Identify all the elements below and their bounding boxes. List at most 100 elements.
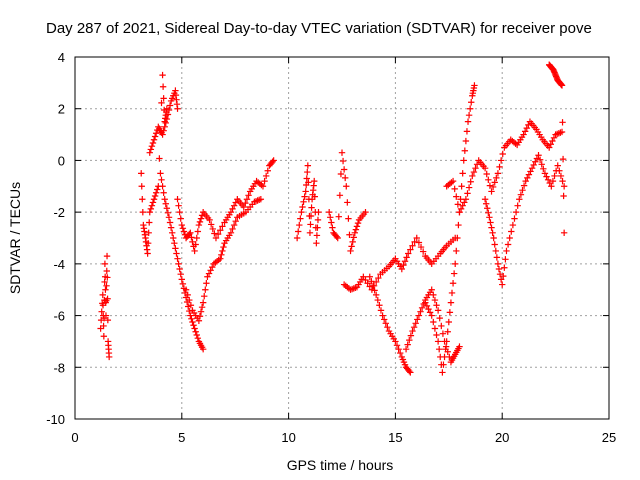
y-axis-label: SDTVAR / TECUs: [7, 182, 23, 294]
data-point: [217, 227, 224, 234]
data-point: [197, 215, 205, 222]
data-point: [546, 179, 553, 187]
data-point: [439, 369, 446, 376]
data-point: [407, 246, 414, 253]
data-point: [522, 177, 529, 185]
data-point: [102, 312, 110, 319]
data-point: [187, 229, 194, 237]
data-point: [494, 260, 502, 268]
data-point: [177, 215, 184, 222]
data-point: [315, 208, 322, 216]
data-point: [342, 174, 349, 182]
data-point: [527, 168, 534, 175]
data-point: [558, 82, 566, 89]
data-point: [186, 296, 193, 304]
data-point: [398, 265, 406, 273]
data-point: [488, 188, 495, 195]
data-point: [158, 176, 165, 184]
data-point: [243, 196, 251, 203]
data-point: [103, 267, 110, 275]
data-point: [98, 308, 105, 315]
data-point: [455, 221, 462, 229]
data-point: [168, 229, 176, 237]
data-point: [174, 105, 181, 112]
data-point: [219, 223, 226, 230]
data-point: [482, 200, 490, 207]
data-point: [338, 149, 346, 156]
data-point: [400, 261, 407, 269]
data-point: [435, 345, 443, 353]
data-point: [497, 157, 505, 164]
data-point: [138, 183, 145, 190]
data-point: [340, 166, 348, 173]
data-point: [401, 258, 409, 265]
data-point: [456, 208, 463, 216]
data-point: [495, 265, 503, 273]
data-point: [302, 188, 309, 195]
data-point: [422, 299, 429, 306]
data-point: [443, 338, 450, 345]
data-point: [164, 111, 172, 118]
data-point: [430, 318, 437, 326]
grid: [75, 57, 609, 419]
data-point: [207, 267, 214, 274]
y-tick-label: -4: [53, 257, 65, 272]
data-point: [144, 239, 152, 247]
data-point: [295, 228, 302, 235]
data-point: [240, 203, 247, 211]
data-point: [227, 208, 235, 216]
data-point: [199, 345, 207, 353]
data-point: [377, 307, 385, 314]
data-point: [415, 312, 423, 319]
data-point: [450, 270, 458, 277]
data-point: [300, 198, 307, 205]
data-point: [541, 170, 549, 177]
data-point: [423, 302, 431, 310]
data-point: [414, 316, 421, 323]
data-point: [162, 119, 169, 127]
data-point: [165, 106, 173, 114]
data-point: [259, 183, 267, 190]
data-point: [489, 183, 497, 191]
data-point: [457, 205, 465, 213]
data-point: [232, 199, 239, 206]
x-axis-label: GPS time / hours: [287, 457, 394, 473]
data-point: [452, 260, 459, 268]
data-point: [192, 328, 199, 335]
data-point: [453, 247, 460, 255]
data-point: [376, 302, 383, 309]
data-point: [163, 115, 171, 123]
data-point: [360, 273, 367, 280]
data-point: [350, 285, 357, 292]
data-point: [159, 71, 166, 79]
data-point: [146, 149, 153, 156]
data-point: [560, 183, 568, 190]
data-point: [509, 221, 517, 229]
data-point: [441, 353, 448, 361]
data-point: [487, 219, 494, 226]
data-point: [540, 165, 547, 173]
data-point: [337, 170, 345, 178]
data-point: [407, 332, 415, 339]
data-point: [445, 318, 452, 326]
data-point: [245, 192, 252, 199]
data-point: [101, 260, 109, 268]
data-point: [425, 305, 432, 313]
data-point: [261, 177, 268, 185]
data-point: [543, 173, 550, 180]
data-point: [438, 322, 445, 330]
y-tick-label: 0: [58, 153, 65, 168]
data-point: [196, 218, 204, 226]
data-point: [364, 280, 371, 287]
data-point: [187, 312, 194, 319]
data-point: [193, 234, 200, 242]
data-point: [397, 349, 404, 357]
data-point: [366, 283, 373, 290]
data-points: [97, 61, 568, 376]
data-point: [339, 157, 347, 165]
data-point: [103, 282, 110, 290]
data-point: [146, 219, 153, 226]
data-point: [345, 215, 352, 222]
data-point: [496, 271, 504, 278]
data-point: [188, 234, 195, 241]
